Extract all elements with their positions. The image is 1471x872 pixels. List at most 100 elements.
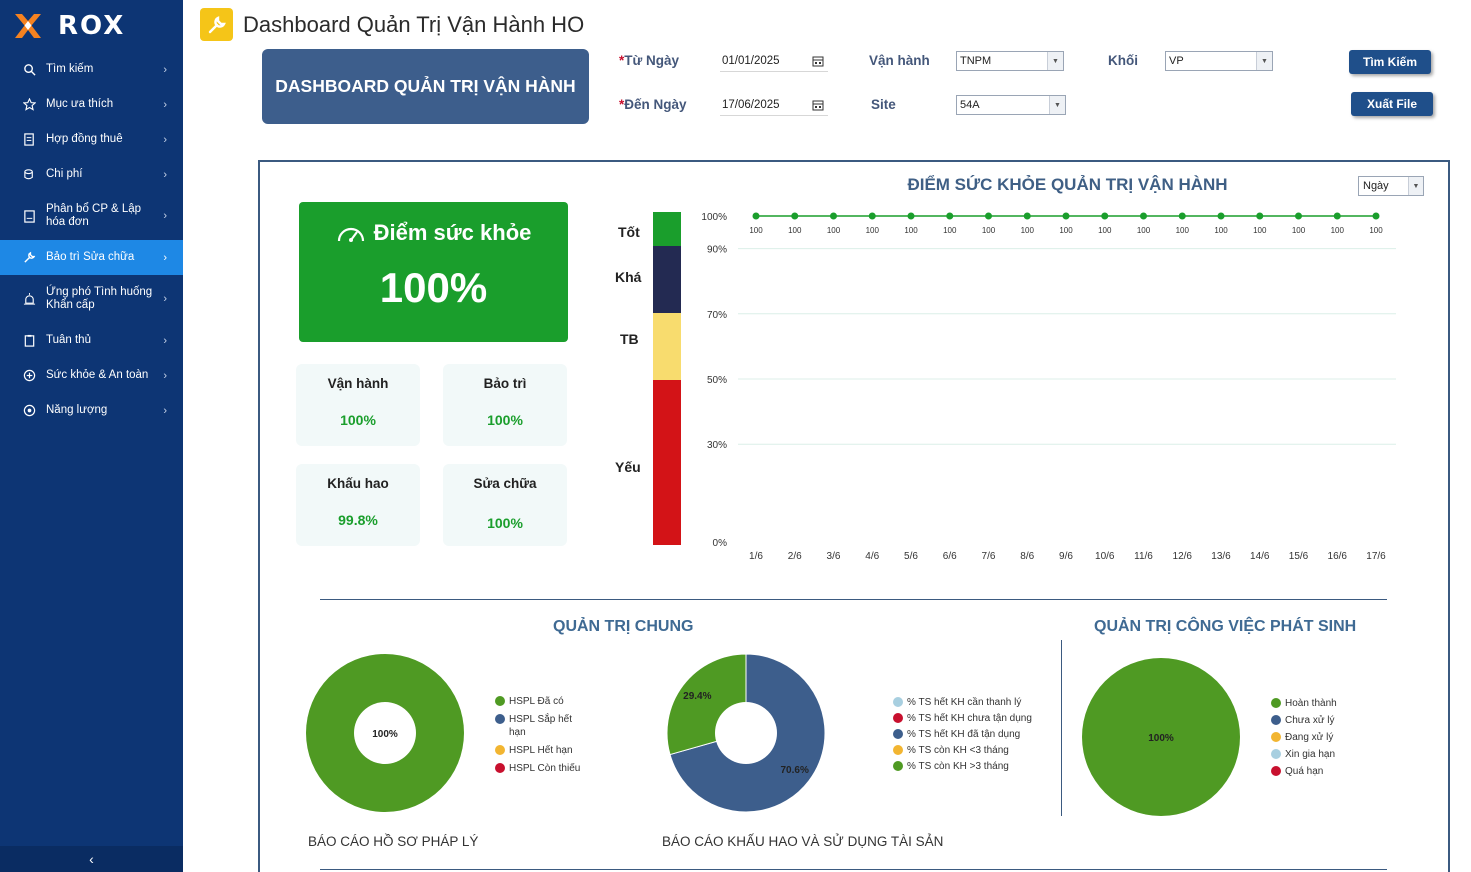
x-tick-label: 10/6 <box>1095 551 1115 562</box>
legend-item: % TS còn KH <3 tháng <box>893 744 1043 757</box>
metric-card-depreciation: Khấu hao 99.8% <box>296 464 420 546</box>
data-point <box>907 212 915 220</box>
legend-item: % TS hết KH đã tận dụng <box>893 728 1043 741</box>
sidebar-item-health-safety[interactable]: Sức khỏe & An toàn › <box>0 358 183 393</box>
from-date-input[interactable]: 01/01/2025 <box>720 52 828 72</box>
trend-chart-title: ĐIỂM SỨC KHỎE QUẢN TRỊ VẬN HÀNH <box>907 175 1228 194</box>
contract-icon <box>22 133 36 147</box>
legend-swatch <box>1271 766 1281 776</box>
chevron-down-icon: ▼ <box>1408 177 1423 195</box>
alarm-icon <box>22 292 36 306</box>
period-select[interactable]: Ngày ▼ <box>1358 176 1424 196</box>
data-label: 100 <box>943 226 957 235</box>
sidebar-item-label: Phân bổ CP & Lập hóa đơn <box>46 203 142 228</box>
data-point <box>1372 212 1380 220</box>
sidebar-item-compliance[interactable]: Tuân thủ › <box>0 323 183 358</box>
x-tick-label: 6/6 <box>943 551 957 562</box>
sidebar-item-label: Năng lượng <box>46 404 108 416</box>
legend-swatch <box>893 761 903 771</box>
x-tick-label: 7/6 <box>982 551 996 562</box>
x-tick-label: 14/6 <box>1250 551 1270 562</box>
speedometer-icon <box>337 227 364 242</box>
chevron-right-icon: › <box>163 404 167 417</box>
chevron-right-icon: › <box>163 133 167 146</box>
chevron-right-icon: › <box>163 210 167 222</box>
band-label-weak: Yếu <box>615 459 641 475</box>
sidebar-item-emergency[interactable]: Ứng phó Tình huống Khẩn cấp › <box>0 275 183 323</box>
data-point <box>752 212 760 220</box>
export-button[interactable]: Xuất File <box>1351 92 1433 116</box>
legend-swatch <box>1271 732 1281 742</box>
collapse-sidebar-button[interactable]: ‹ <box>0 846 183 872</box>
x-tick-label: 16/6 <box>1328 551 1348 562</box>
sidebar-item-label: Chi phí <box>46 168 83 180</box>
to-date-input[interactable]: 17/06/2025 <box>720 96 828 116</box>
metric-value: 100% <box>487 412 523 428</box>
sidebar-item-energy[interactable]: Năng lượng › <box>0 393 183 428</box>
site-label: Site <box>871 97 896 112</box>
x-tick-label: 4/6 <box>865 551 879 562</box>
legend-swatch <box>893 729 903 739</box>
legend-item: % TS hết KH cần thanh lý <box>893 696 1043 709</box>
sidebar-item-billing[interactable]: Phân bổ CP & Lập hóa đơn › <box>0 192 183 240</box>
metric-label: Vận hành <box>327 376 389 391</box>
x-tick-label: 17/6 <box>1366 551 1386 562</box>
chevron-right-icon: › <box>163 369 167 382</box>
wrench-icon <box>200 8 233 41</box>
legend-item: HSPL Sắp hết hạn <box>495 713 595 739</box>
metric-label: Khấu hao <box>327 476 389 491</box>
chevron-right-icon: › <box>163 293 167 305</box>
chevron-right-icon: › <box>163 251 167 264</box>
to-date-label: *Đến Ngày <box>619 97 687 112</box>
sidebar: ROX Tìm kiếm › Mục ưa thích › Hợp đồng t… <box>0 0 183 872</box>
data-label: 100 <box>1292 226 1306 235</box>
data-point <box>1333 212 1341 220</box>
metric-value: 100% <box>487 515 523 531</box>
y-tick-label: 30% <box>707 440 727 451</box>
calendar-icon[interactable] <box>812 55 824 67</box>
section-divider-vertical <box>1061 640 1062 816</box>
legend-item: HSPL Đã có <box>495 695 595 708</box>
legend-item: % TS còn KH >3 tháng <box>893 760 1043 773</box>
x-tick-label: 13/6 <box>1211 551 1231 562</box>
legend-swatch <box>893 713 903 723</box>
sidebar-item-search[interactable]: Tìm kiếm › <box>0 52 183 87</box>
data-label: 100 <box>827 226 841 235</box>
legend-swatch <box>495 763 505 773</box>
y-tick-label: 70% <box>707 310 727 321</box>
incident-section-title: QUẢN TRỊ CÔNG VIỆC PHÁT SINH <box>1094 618 1357 635</box>
sidebar-item-label: Tuân thủ <box>46 334 91 346</box>
legend-item: Hoàn thành <box>1271 697 1361 710</box>
health-score-card: Điểm sức khỏe 100% <box>299 202 568 342</box>
sidebar-item-costs[interactable]: Chi phí › <box>0 157 183 192</box>
logo[interactable]: ROX <box>12 10 125 42</box>
chevron-down-icon: ▼ <box>1047 52 1063 70</box>
operation-select[interactable]: TNPM ▼ <box>956 51 1064 71</box>
sidebar-item-maintenance[interactable]: Bảo trì Sửa chữa › <box>0 240 183 275</box>
block-select[interactable]: VP ▼ <box>1165 51 1273 71</box>
sidebar-item-leases[interactable]: Hợp đồng thuê › <box>0 122 183 157</box>
search-button[interactable]: Tìm Kiếm <box>1349 50 1431 74</box>
general-section-title: QUẢN TRỊ CHUNG <box>553 618 694 635</box>
center-label: 100% <box>372 729 398 740</box>
donut-hole <box>354 702 416 764</box>
data-label: 100 <box>1369 226 1383 235</box>
legal-donut-chart: 100% <box>306 654 464 812</box>
data-label: 100 <box>1331 226 1345 235</box>
sidebar-item-favorites[interactable]: Mục ưa thích › <box>0 87 183 122</box>
data-label: 100 <box>1214 226 1228 235</box>
band-weak <box>653 380 681 545</box>
site-select[interactable]: 54A ▼ <box>956 95 1066 115</box>
data-point <box>1140 212 1147 220</box>
data-label: 100 <box>1137 226 1151 235</box>
block-label: Khối <box>1108 53 1138 68</box>
band-label-average: TB <box>620 331 639 347</box>
x-tick-label: 8/6 <box>1020 551 1034 562</box>
data-label: 100 <box>1098 226 1112 235</box>
chevron-down-icon: ▼ <box>1256 52 1272 70</box>
y-tick-label: 90% <box>707 245 727 256</box>
metric-card-operation: Vận hành 100% <box>296 364 420 446</box>
calendar-icon[interactable] <box>812 99 824 111</box>
band-label-good: Tốt <box>618 224 640 240</box>
